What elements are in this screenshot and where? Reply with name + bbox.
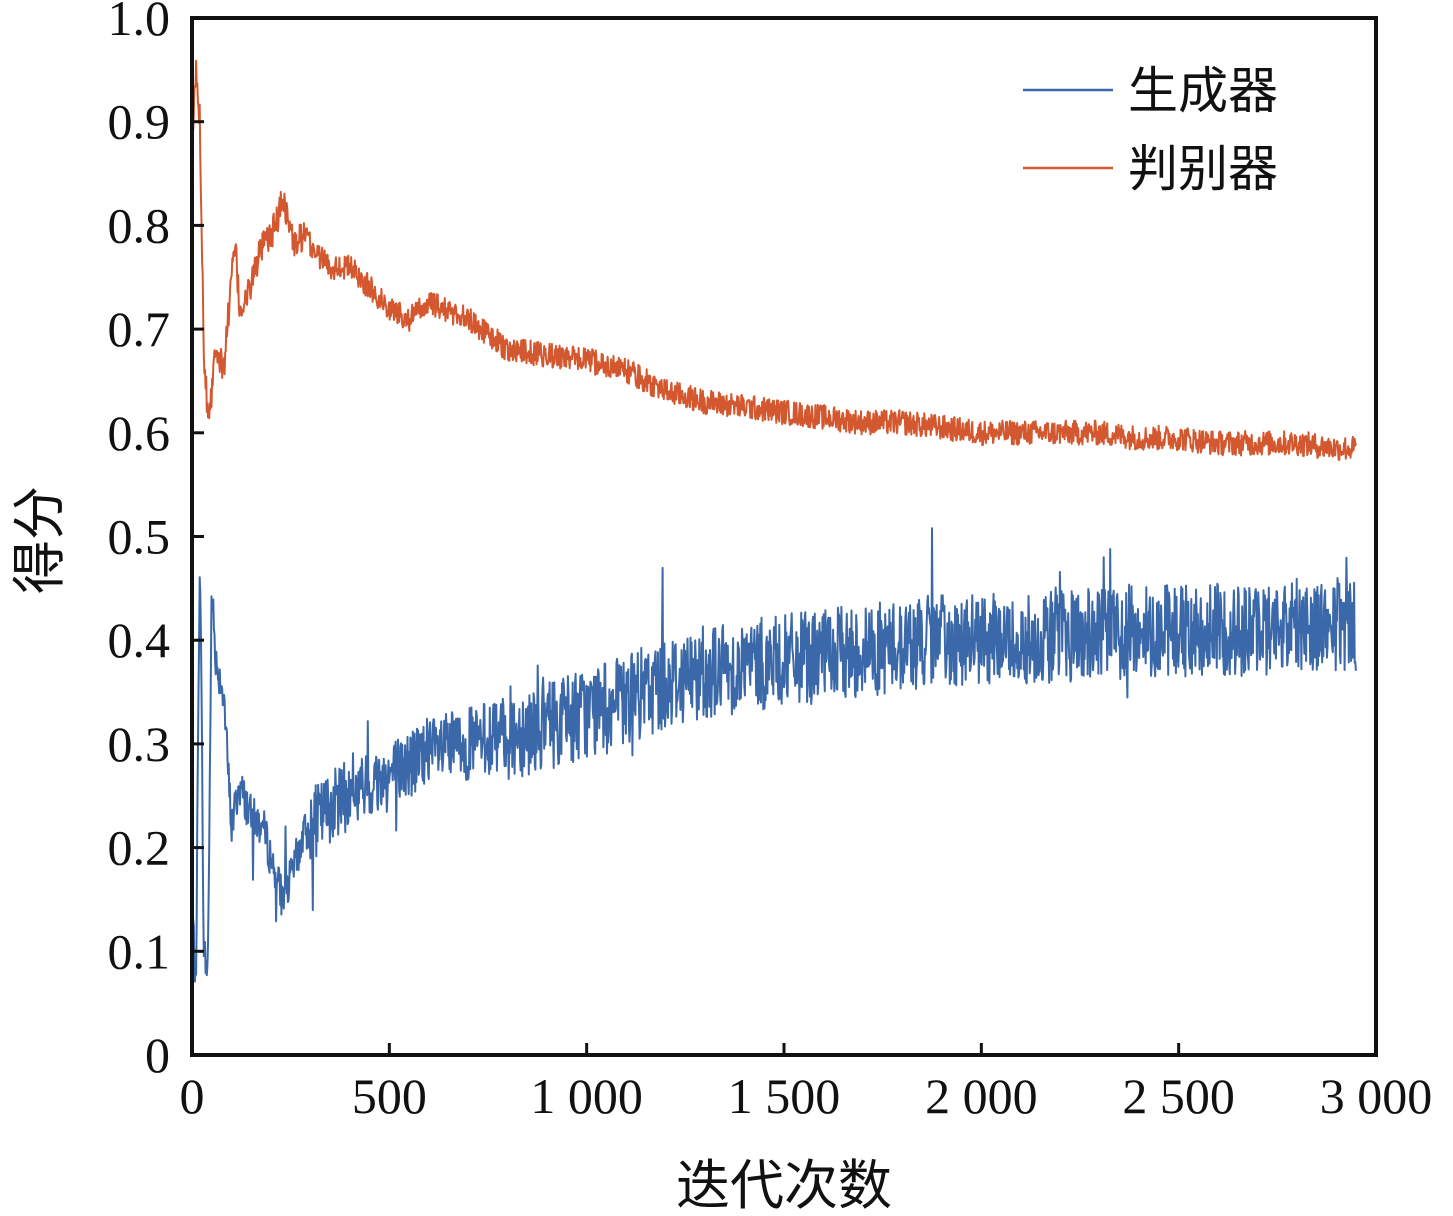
y-tick-label: 0.7 bbox=[108, 301, 171, 357]
series-line bbox=[191, 527, 1357, 983]
series-layer bbox=[191, 59, 1357, 983]
x-axis-title: 迭代次数 bbox=[676, 1154, 892, 1216]
y-tick-label: 0.3 bbox=[108, 716, 171, 772]
y-axis-title: 得分 bbox=[8, 486, 71, 594]
y-tick-label: 0.9 bbox=[108, 94, 171, 150]
legend-label: 生成器 bbox=[1128, 62, 1278, 120]
series-line bbox=[191, 59, 1357, 461]
y-tick-label: 0.2 bbox=[108, 820, 171, 876]
x-tick-label: 500 bbox=[352, 1068, 427, 1124]
ticks-layer: 0 500 1 000 1 500 2 000 2 500 3 000 0 0.1 0.2 0.3 0… bbox=[108, 0, 1433, 1124]
y-tick-label: 0 bbox=[145, 1027, 170, 1083]
x-tick-label: 3 000 bbox=[1320, 1068, 1433, 1124]
x-tick-label: 2 000 bbox=[925, 1068, 1038, 1124]
legend-label: 判别器 bbox=[1128, 140, 1278, 198]
x-tick-label: 2 500 bbox=[1122, 1068, 1235, 1124]
y-tick-label: 0.1 bbox=[108, 923, 171, 979]
x-tick-label: 0 bbox=[180, 1068, 205, 1124]
x-tick-label: 1 500 bbox=[728, 1068, 841, 1124]
y-tick-label: 0.5 bbox=[108, 509, 171, 565]
y-tick-label: 0.8 bbox=[108, 197, 171, 253]
y-tick-label: 0.6 bbox=[108, 405, 171, 461]
y-tick-label: 1.0 bbox=[108, 0, 171, 46]
y-tick-label: 0.4 bbox=[108, 612, 171, 668]
x-tick-label: 1 000 bbox=[530, 1068, 643, 1124]
